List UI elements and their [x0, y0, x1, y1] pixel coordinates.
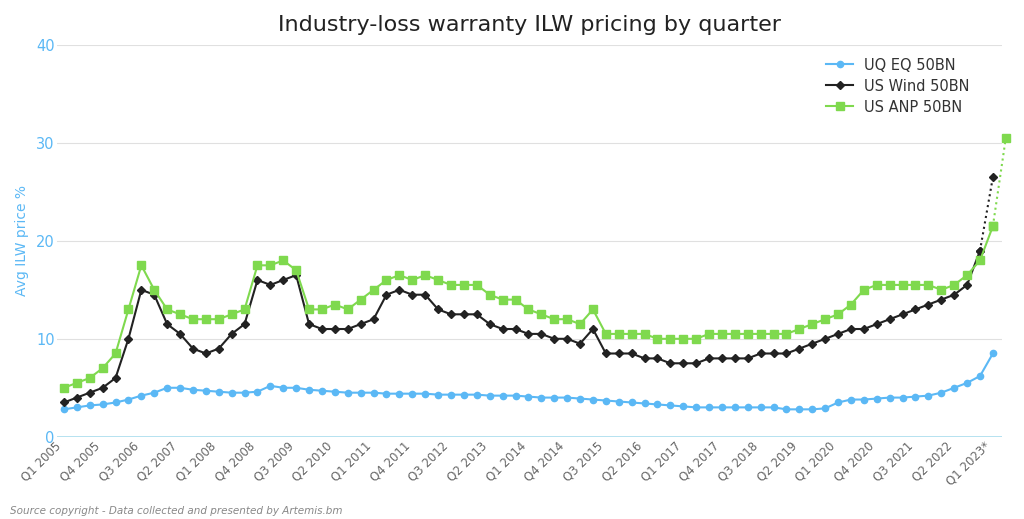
US ANP 50BN	[57, 385, 70, 391]
US ANP 50BN	[896, 282, 908, 288]
UQ EQ 50BN	[368, 390, 380, 396]
US Wind 50BN	[57, 399, 70, 405]
US Wind 50BN	[278, 277, 290, 283]
Line: US ANP 50BN: US ANP 50BN	[60, 222, 996, 392]
US Wind 50BN	[186, 346, 199, 352]
US Wind 50BN	[573, 340, 586, 347]
Line: US Wind 50BN: US Wind 50BN	[60, 248, 983, 406]
US Wind 50BN	[638, 356, 650, 362]
US ANP 50BN	[522, 306, 535, 312]
UQ EQ 50BN	[987, 350, 999, 357]
UQ EQ 50BN	[858, 397, 870, 403]
Text: Source copyright - Data collected and presented by Artemis.bm: Source copyright - Data collected and pr…	[10, 507, 343, 516]
UQ EQ 50BN	[522, 393, 535, 400]
US Wind 50BN	[368, 316, 380, 322]
UQ EQ 50BN	[896, 394, 908, 401]
Y-axis label: Avg ILW price %: Avg ILW price %	[15, 185, 29, 296]
Legend: UQ EQ 50BN, US Wind 50BN, US ANP 50BN: UQ EQ 50BN, US Wind 50BN, US ANP 50BN	[820, 52, 976, 120]
Line: UQ EQ 50BN: UQ EQ 50BN	[60, 350, 996, 413]
UQ EQ 50BN	[57, 406, 70, 413]
US ANP 50BN	[368, 286, 380, 293]
US ANP 50BN	[987, 223, 999, 229]
Title: Industry-loss warranty ILW pricing by quarter: Industry-loss warranty ILW pricing by qu…	[279, 15, 781, 35]
UQ EQ 50BN	[831, 399, 844, 405]
US Wind 50BN	[974, 248, 986, 254]
US Wind 50BN	[677, 360, 689, 366]
US ANP 50BN	[264, 262, 276, 268]
UQ EQ 50BN	[264, 383, 276, 389]
US ANP 50BN	[858, 286, 870, 293]
US ANP 50BN	[831, 311, 844, 318]
